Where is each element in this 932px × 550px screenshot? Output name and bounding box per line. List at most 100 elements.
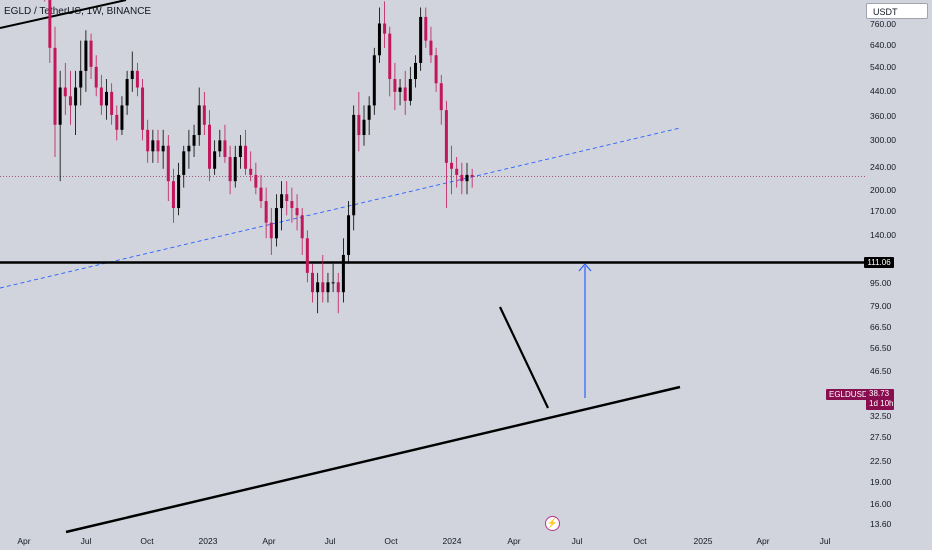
candle-body (321, 282, 325, 293)
time-tick-label: 2024 (442, 536, 462, 546)
candle-body (465, 174, 469, 182)
candle-body (249, 168, 253, 175)
time-tick-label: Jul (80, 536, 92, 546)
candle-body (238, 145, 242, 158)
candle-body (290, 201, 294, 209)
candle-body (99, 87, 103, 106)
candle-body (455, 168, 459, 175)
time-tick-label: Apr (756, 536, 770, 546)
candle-body (393, 79, 397, 92)
candle-body (48, 0, 52, 48)
candle-body (228, 157, 232, 182)
support-trendline (65, 385, 681, 534)
time-tick-label: Apr (507, 536, 521, 546)
candle-body (68, 96, 72, 106)
price-tick-label: 140.00 (870, 230, 896, 240)
candle-body (177, 174, 181, 209)
candle-body (125, 79, 129, 106)
price-tick-label: 200.00 (870, 185, 896, 195)
candle-body (388, 33, 392, 80)
candle-body (120, 105, 124, 130)
candle-body (352, 114, 356, 216)
candle-body (53, 47, 57, 125)
candle-body (450, 162, 454, 169)
candle-body (79, 70, 83, 88)
candle-body (223, 140, 227, 158)
lightning-icon[interactable]: ⚡ (545, 516, 560, 531)
time-tick-label: 2025 (693, 536, 713, 546)
dashed-channel-line (0, 127, 681, 289)
candle-body (326, 282, 330, 293)
candle-body (372, 55, 376, 106)
price-tick-label: 66.50 (870, 322, 892, 332)
time-tick-label: Oct (384, 536, 398, 546)
current-price-value: 38.73 (869, 389, 890, 398)
price-tick-label: 13.60 (870, 519, 892, 529)
price-tick-label: 56.50 (870, 343, 892, 353)
candle-body (264, 201, 268, 223)
currency-selector[interactable]: USDT (866, 3, 928, 19)
upper-trendline (0, 0, 127, 29)
price-tick-label: 22.50 (870, 456, 892, 466)
candle-body (439, 83, 443, 111)
time-tick-label: Jul (324, 536, 336, 546)
time-tick-label: Apr (262, 536, 276, 546)
candle-body (171, 181, 175, 209)
candle-body (357, 114, 361, 136)
candle-body (269, 222, 273, 239)
candle-body (414, 62, 417, 80)
resistance-trendline (499, 306, 549, 409)
target-arrow-head (578, 263, 592, 272)
candle-body (115, 114, 119, 130)
candle-body (156, 140, 160, 152)
candle-body (130, 70, 134, 80)
price-tick-label: 79.00 (870, 301, 892, 311)
price-tick-label: 95.00 (870, 278, 892, 288)
candle-body (419, 16, 423, 63)
time-tick-label: 2023 (198, 536, 218, 546)
countdown-value: 1d 10h (869, 399, 894, 408)
candle-body (274, 208, 278, 239)
candle-body (316, 282, 320, 293)
candle-body (135, 70, 139, 88)
candle-body (424, 16, 428, 41)
price-tick-label: 360.00 (870, 111, 896, 121)
candle-body (187, 145, 191, 152)
candle-body (470, 174, 474, 177)
candle-body (341, 254, 345, 293)
candle-body (403, 87, 407, 101)
candle-body (84, 40, 88, 71)
candle-body (208, 124, 211, 169)
candle-body (444, 110, 448, 163)
candle-body (141, 87, 145, 130)
candle-body (280, 194, 284, 209)
price-tick-label: 27.50 (870, 432, 892, 442)
candle-body (192, 135, 196, 146)
candle-body (259, 187, 263, 202)
candle-body (336, 282, 340, 293)
symbol-badge: EGLDUSDT (826, 389, 876, 400)
candle-body (166, 145, 170, 182)
candle-body (202, 105, 206, 125)
candle-body (285, 194, 289, 202)
price-tick-label: 16.00 (870, 499, 892, 509)
candle-body (110, 91, 114, 115)
candle-body (146, 129, 150, 152)
candle-body (161, 145, 165, 152)
time-tick-label: Oct (140, 536, 154, 546)
price-tick-label: 300.00 (870, 135, 896, 145)
candle-body (377, 23, 381, 56)
price-tick-label: 760.00 (870, 19, 896, 29)
candle-body (398, 87, 402, 92)
candle-body (295, 208, 299, 216)
candle-body (151, 140, 155, 152)
price-tick-label: 440.00 (870, 86, 896, 96)
time-tick-label: Jul (571, 536, 583, 546)
candle-body (89, 40, 93, 67)
time-tick-label: Apr (17, 536, 31, 546)
price-tick-label: 19.00 (870, 477, 892, 487)
candle-body (311, 272, 314, 293)
candle-body (213, 151, 217, 169)
candle-body (300, 215, 304, 239)
